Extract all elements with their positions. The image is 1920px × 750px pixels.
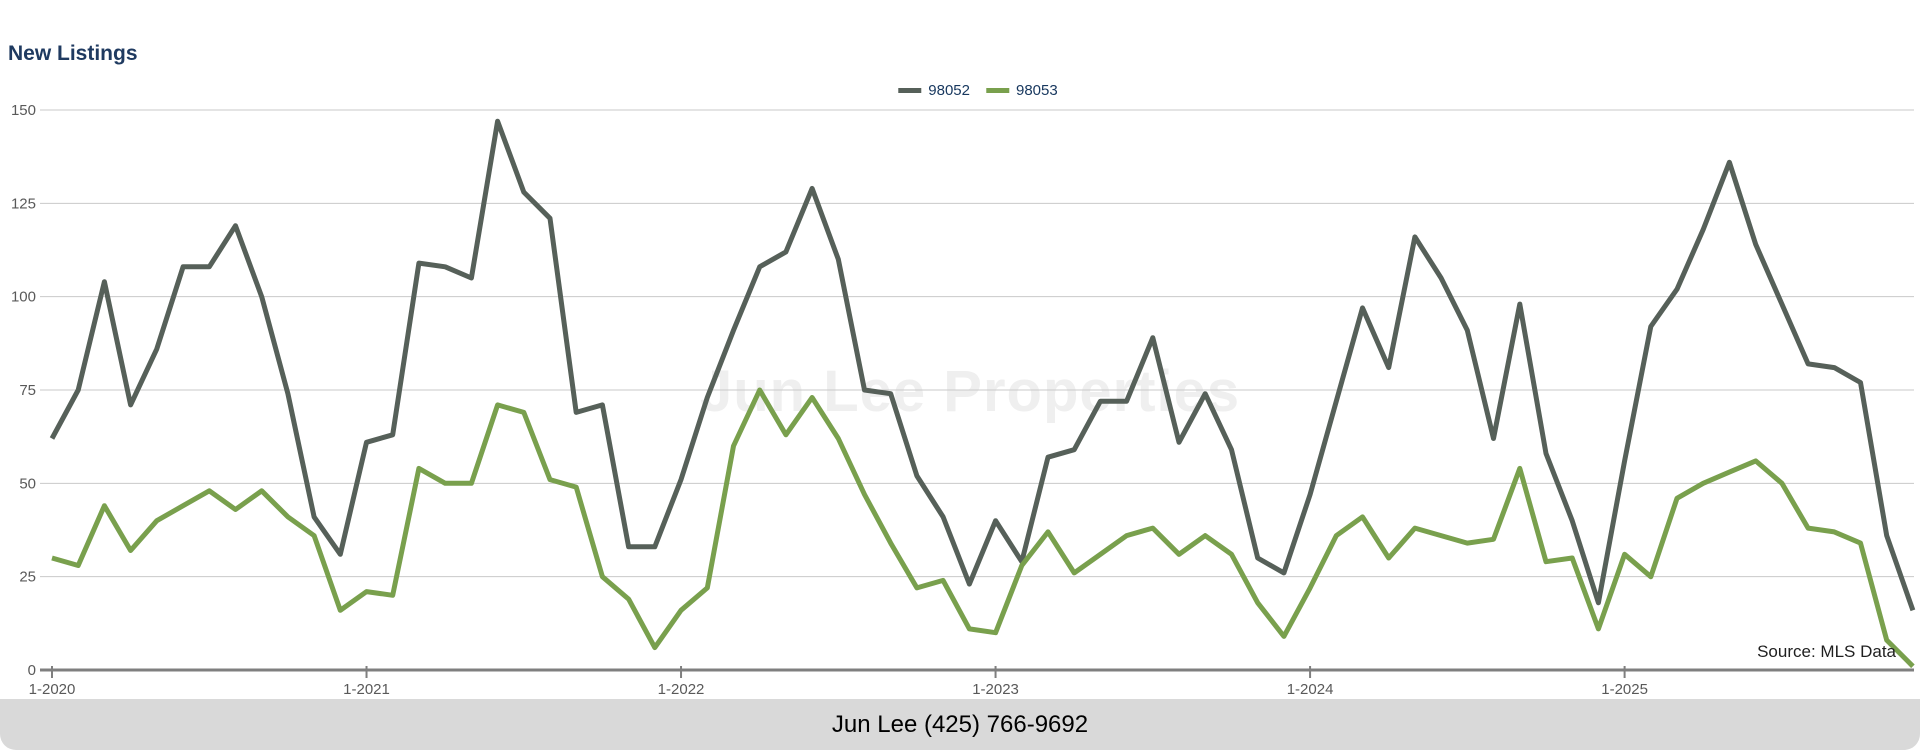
source-note: Source: MLS Data — [1757, 642, 1896, 661]
x-tick-label-1-2021: 1-2021 — [343, 681, 390, 698]
legend-item-98053: 98053 — [986, 82, 1058, 99]
legend-label-98053: 98053 — [1016, 82, 1058, 99]
footer-contact-text: Jun Lee (425) 766-9692 — [831, 710, 1089, 738]
y-tick-label-0: 0 — [28, 662, 36, 679]
x-tick-label-1-2020: 1-2020 — [29, 681, 76, 698]
chart-title: New Listings — [8, 42, 138, 65]
footer-bar: Jun Lee (425) 766-9692 — [0, 699, 1920, 750]
y-tick-label-50: 50 — [19, 475, 36, 492]
chart-legend: 98052 98053 — [898, 82, 1058, 99]
x-tick-label-1-2025: 1-2025 — [1601, 681, 1648, 698]
y-tick-label-125: 125 — [11, 195, 36, 212]
x-tick-label-1-2022: 1-2022 — [658, 681, 705, 698]
x-tick-label-1-2024: 1-2024 — [1287, 681, 1334, 698]
legend-label-98052: 98052 — [928, 82, 970, 99]
legend-swatch-98052 — [898, 88, 922, 93]
legend-swatch-98053 — [986, 88, 1009, 93]
y-tick-label-100: 100 — [11, 289, 36, 306]
x-tick-label-1-2023: 1-2023 — [972, 681, 1019, 698]
watermark-text: Jun Lee Properties — [700, 359, 1241, 424]
y-tick-label-75: 75 — [19, 382, 36, 399]
y-tick-label-25: 25 — [19, 569, 36, 586]
legend-item-98052: 98052 — [898, 82, 970, 99]
series-98052-line — [49, 118, 1916, 612]
series-98053-line — [51, 387, 1915, 669]
y-tick-label-150: 150 — [11, 102, 36, 119]
